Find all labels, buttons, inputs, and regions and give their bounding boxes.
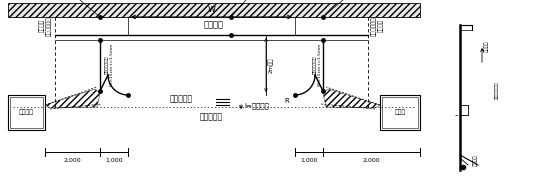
- Text: 2,000: 2,000: [363, 158, 380, 163]
- Text: W=15cm t=1.5mm: W=15cm t=1.5mm: [110, 44, 114, 86]
- Text: すりつけ部: すりつけ部: [169, 94, 192, 103]
- Bar: [8, 95, 45, 130]
- Text: i=横断勾配: i=横断勾配: [244, 102, 269, 109]
- Text: カッター: カッター: [39, 20, 45, 33]
- Polygon shape: [323, 89, 380, 108]
- Text: （民地）: （民地）: [204, 20, 224, 30]
- Text: （＝１５秒以下: （＝１５秒以下: [495, 81, 499, 99]
- Text: 区画線（白色）: 区画線（白色）: [105, 56, 109, 74]
- Text: 2m以上: 2m以上: [268, 57, 273, 73]
- Text: R: R: [285, 98, 290, 104]
- Text: W=15cm t=1.5mm: W=15cm t=1.5mm: [318, 44, 322, 86]
- Text: 1,000: 1,000: [105, 158, 123, 163]
- Text: w: w: [207, 4, 216, 14]
- Bar: [10, 97, 43, 128]
- Text: 植樹帯: 植樹帯: [395, 110, 406, 115]
- Text: 植樹帯等: 植樹帯等: [19, 110, 34, 115]
- Bar: [380, 95, 420, 130]
- Bar: [382, 97, 418, 128]
- Text: （車道部）: （車道部）: [200, 113, 222, 121]
- Text: アスファルト: アスファルト: [371, 16, 377, 36]
- Text: 1,000: 1,000: [300, 158, 318, 163]
- Text: 箱抜補修: 箱抜補修: [472, 155, 477, 166]
- Polygon shape: [45, 89, 100, 108]
- Text: アスファルト: アスファルト: [46, 16, 52, 36]
- Text: 2,000: 2,000: [64, 158, 81, 163]
- Text: カッター: カッター: [378, 20, 384, 33]
- Bar: [8, 3, 420, 17]
- Text: ２％以下: ２％以下: [484, 40, 489, 52]
- Text: 区画線（白色）: 区画線（白色）: [313, 56, 317, 74]
